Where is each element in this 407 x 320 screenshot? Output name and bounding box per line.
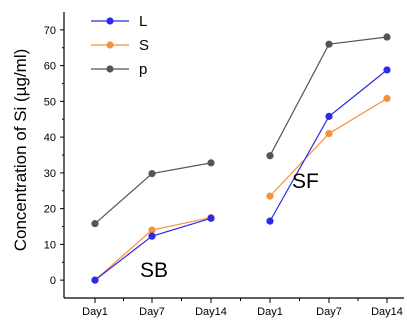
data-point-l-sf-day14	[383, 66, 391, 74]
data-point-l-sb-day14	[207, 214, 215, 222]
x-tick-label-day1-sb: Day1	[82, 306, 108, 318]
data-point-p-sb-day1	[91, 220, 99, 228]
data-point-p-sf-day14	[383, 33, 391, 41]
legend: LSp	[91, 13, 149, 78]
x-tick-label-day14-sb: Day14	[195, 306, 227, 318]
y-tick-label-20: 20	[44, 204, 56, 216]
y-tick-label-0: 0	[50, 275, 56, 287]
legend-marker-s	[106, 41, 114, 49]
data-point-p-sb-day7	[148, 169, 156, 178]
data-point-s-sf-day7	[325, 129, 333, 138]
data-point-p-sb-day14	[207, 159, 215, 167]
data-point-l-sf-day7	[325, 112, 333, 120]
y-tick-label-40: 40	[44, 132, 56, 144]
group-label-sf: SF	[292, 170, 319, 193]
x-tick-label-day1-sf: Day1	[257, 306, 283, 318]
data-point-l-sf-day1	[266, 217, 274, 225]
y-tick-label-10: 10	[44, 239, 56, 251]
x-tick-label-day14-sf: Day14	[371, 306, 403, 318]
y-tick-label-60: 60	[44, 61, 56, 73]
legend-marker-l	[106, 17, 114, 25]
x-tick-label-day7-sf: Day7	[316, 306, 342, 318]
x-tick-label-day7-sb: Day7	[139, 306, 165, 318]
series-line-p-sf	[269, 36, 388, 156]
data-point-l-sb-day7	[148, 232, 156, 240]
legend-label-l: L	[139, 13, 147, 30]
data-point-s-sf-day1	[266, 192, 274, 200]
y-tick-label-70: 70	[44, 25, 56, 37]
axes: 0 10 20 30 40 50 60 70 Day1 Day7 Day14 Day1 Day7 Day1…	[44, 12, 404, 318]
y-axis-title: Concentration of Si (µg/ml)	[11, 49, 30, 252]
data-point-s-sf-day14	[383, 94, 391, 103]
legend-marker-p	[106, 65, 114, 73]
y-tick-label-50: 50	[44, 96, 56, 108]
group-label-sb: SB	[140, 259, 168, 282]
data-point-s-sb-day7	[148, 226, 156, 234]
legend-label-s: S	[139, 37, 149, 54]
group-labels: SB SF	[140, 170, 319, 282]
data-point-p-sf-day7	[325, 40, 333, 48]
legend-label-p: p	[139, 61, 147, 78]
data-point-l-sb-day1	[91, 276, 99, 284]
data-points	[91, 33, 391, 284]
data-point-p-sf-day1	[266, 152, 274, 160]
y-tick-label-30: 30	[44, 168, 56, 180]
series-line-l-sf	[269, 69, 388, 222]
